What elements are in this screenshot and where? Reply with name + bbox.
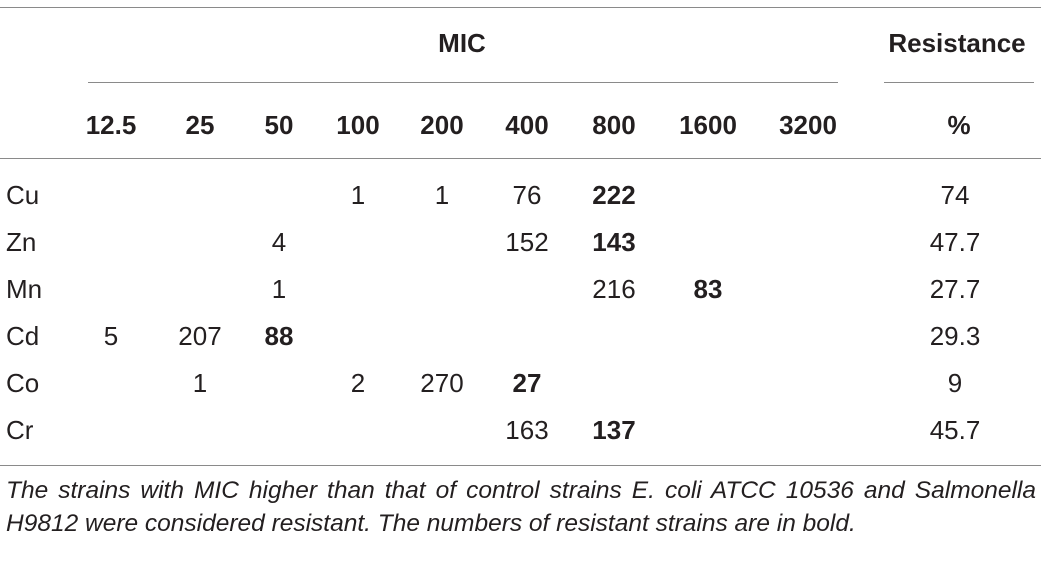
resistant-count-cell: 27 xyxy=(512,368,542,398)
table-footnote: The strains with MIC higher than that of… xyxy=(6,477,1036,537)
resistance-percent-cell: 74 xyxy=(940,180,970,210)
count-cell: 76 xyxy=(512,180,542,210)
resistance-percent-cell: 27.7 xyxy=(929,274,981,304)
count-cell: 207 xyxy=(178,321,222,351)
count-cell: 152 xyxy=(505,227,549,257)
mic-column-header: 3200 xyxy=(779,110,837,140)
count-cell: 2 xyxy=(350,368,366,398)
resistance-percent-cell: 45.7 xyxy=(929,415,981,445)
mic-column-header: 200 xyxy=(420,110,464,140)
count-cell: 1 xyxy=(350,180,366,210)
count-cell: 5 xyxy=(103,321,119,351)
mic-column-header: 400 xyxy=(505,110,549,140)
count-cell: 216 xyxy=(592,274,636,304)
mic-column-header: 800 xyxy=(592,110,636,140)
mic-column-header: 100 xyxy=(336,110,380,140)
resistant-count-cell: 222 xyxy=(592,180,636,210)
resistance-percent-cell: 9 xyxy=(947,368,963,398)
count-cell: 1 xyxy=(271,274,287,304)
resistance-unit-header: % xyxy=(947,110,971,140)
resistant-count-cell: 143 xyxy=(592,227,636,257)
metal-label: Cu xyxy=(6,180,40,210)
header-bottom-rule xyxy=(0,158,1041,159)
metal-label: Cd xyxy=(6,321,40,351)
resistance-group-header: Resistance xyxy=(888,28,1026,58)
metal-label: Co xyxy=(6,368,40,398)
count-cell: 270 xyxy=(420,368,464,398)
resistant-count-cell: 88 xyxy=(264,321,294,351)
resistant-count-cell: 137 xyxy=(592,415,636,445)
metal-label: Mn xyxy=(6,274,43,304)
resistance-percent-cell: 47.7 xyxy=(929,227,981,257)
mic-column-header: 1600 xyxy=(679,110,737,140)
count-cell: 1 xyxy=(192,368,208,398)
mic-column-header: 50 xyxy=(264,110,294,140)
count-cell: 163 xyxy=(505,415,549,445)
resistance-percent-cell: 29.3 xyxy=(929,321,981,351)
count-cell: 1 xyxy=(434,180,450,210)
metal-label: Zn xyxy=(6,227,37,257)
resistant-count-cell: 83 xyxy=(693,274,723,304)
resistance-group-underline xyxy=(884,82,1034,83)
mic-column-header: 25 xyxy=(185,110,215,140)
table-bottom-rule xyxy=(0,465,1041,466)
mic-column-header: 12.5 xyxy=(85,110,137,140)
metal-label: Cr xyxy=(6,415,34,445)
count-cell: 4 xyxy=(271,227,287,257)
mic-group-header: MIC xyxy=(438,28,486,58)
top-rule xyxy=(0,7,1041,8)
mic-group-underline xyxy=(88,82,838,83)
